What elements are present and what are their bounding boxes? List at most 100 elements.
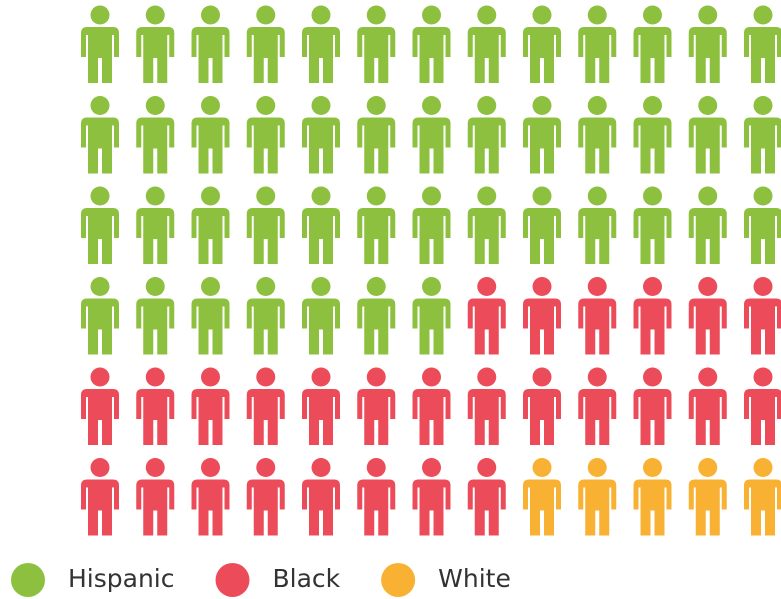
icon-body: [578, 298, 617, 355]
person-icon: [81, 186, 119, 264]
icon-head: [422, 186, 441, 206]
icon-head: [477, 367, 497, 387]
icon-body: [302, 479, 340, 536]
person-icon: [578, 186, 617, 264]
icon-body: [302, 27, 340, 83]
icon-head: [698, 186, 718, 206]
person-icon: [357, 96, 396, 174]
icon-head: [256, 458, 276, 477]
icon-body: [302, 298, 340, 355]
icon-head: [90, 277, 110, 296]
person-icon: [357, 5, 396, 83]
icon-head: [477, 277, 497, 296]
person-icon: [633, 458, 672, 536]
icon-head: [587, 458, 607, 477]
person-icon: [136, 5, 175, 83]
icon-head: [201, 186, 220, 206]
icon-head: [698, 367, 718, 387]
icon-body: [523, 208, 561, 264]
icon-head: [366, 458, 386, 477]
icon-head: [532, 367, 552, 387]
person-icon: [357, 367, 396, 445]
icon-head: [698, 5, 718, 25]
icon-body: [744, 389, 781, 445]
icon-head: [145, 458, 165, 477]
person-icon: [523, 96, 561, 174]
person-icon: [136, 458, 175, 536]
icon-head: [422, 277, 441, 296]
icon-body: [357, 117, 396, 174]
icon-head: [422, 458, 441, 477]
person-icon: [302, 277, 340, 355]
icon-body: [136, 27, 175, 83]
icon-body: [191, 389, 230, 445]
icon-head: [698, 458, 718, 477]
legend-swatch: [381, 563, 416, 597]
icon-head: [532, 5, 552, 25]
icon-head: [311, 458, 331, 477]
person-icon: [246, 277, 285, 355]
icon-head: [90, 5, 110, 25]
icon-head: [643, 96, 662, 115]
icon-body: [467, 208, 506, 264]
icon-head: [587, 96, 607, 115]
icon-body: [523, 27, 561, 83]
legend-label: Hispanic: [68, 564, 175, 593]
icon-body: [688, 27, 727, 83]
icon-body: [136, 298, 175, 355]
icon-body: [81, 208, 119, 264]
person-icon: [467, 5, 506, 83]
icon-body: [744, 479, 781, 536]
icon-head: [753, 186, 773, 206]
icon-head: [422, 367, 441, 387]
icon-body: [744, 298, 781, 355]
icon-body: [81, 298, 119, 355]
icon-body: [357, 389, 396, 445]
person-icon: [744, 186, 781, 264]
icon-body: [302, 117, 340, 174]
icon-body: [412, 298, 451, 355]
person-icon: [412, 367, 451, 445]
icon-body: [357, 208, 396, 264]
icon-body: [633, 389, 672, 445]
icon-body: [191, 27, 230, 83]
icon-body: [578, 479, 617, 536]
icon-body: [412, 117, 451, 174]
person-icon: [412, 186, 451, 264]
icon-head: [145, 96, 165, 115]
icon-head: [643, 458, 662, 477]
person-icon: [633, 5, 672, 83]
person-icon: [81, 96, 119, 174]
legend-swatch: [11, 563, 45, 597]
icon-head: [201, 5, 220, 25]
icon-body: [744, 208, 781, 264]
icon-body: [302, 208, 340, 264]
icon-head: [643, 186, 662, 206]
icon-body: [246, 27, 285, 83]
icon-head: [145, 367, 165, 387]
person-icon: [81, 5, 119, 83]
person-icon: [246, 186, 285, 264]
icon-head: [145, 277, 165, 296]
person-icon: [81, 458, 119, 536]
person-icon: [688, 458, 727, 536]
icon-body: [523, 479, 561, 536]
person-icon: [136, 186, 175, 264]
person-icon: [633, 277, 672, 355]
person-icon: [302, 5, 340, 83]
icon-head: [90, 367, 110, 387]
person-icon: [357, 186, 396, 264]
icon-body: [191, 208, 230, 264]
icon-body: [81, 479, 119, 536]
person-icon: [191, 277, 230, 355]
person-icon: [688, 5, 727, 83]
icon-body: [633, 479, 672, 536]
person-icon: [191, 186, 230, 264]
icon-body: [412, 27, 451, 83]
person-icon: [412, 5, 451, 83]
person-icon: [523, 458, 561, 536]
icon-body: [633, 208, 672, 264]
icon-head: [145, 186, 165, 206]
icon-head: [256, 96, 276, 115]
